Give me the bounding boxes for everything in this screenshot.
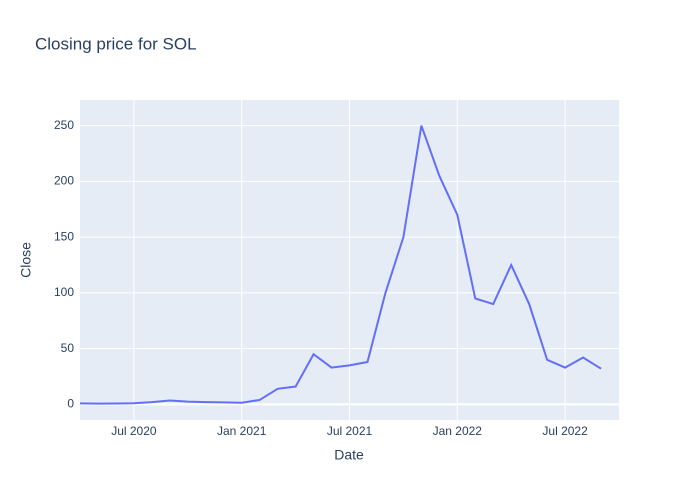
price-line [79,125,602,405]
y-tick-label: 150 [54,229,74,243]
x-axis-title: Date [334,447,364,463]
y-tick-label: 0 [67,397,74,411]
y-tick-label: 100 [54,285,74,299]
y-tick-label: 200 [54,174,74,188]
y-axis-title: Close [18,242,34,278]
y-tick-label: 250 [54,118,74,132]
x-tick-label: Jan 2021 [217,424,267,438]
y-tick-label: 50 [61,341,75,355]
chart-title: Closing price for SOL [35,34,197,53]
x-tick-label: Jan 2022 [433,424,483,438]
x-tick-label: Jul 2020 [111,424,157,438]
x-tick-label: Jul 2021 [327,424,373,438]
x-tick-label: Jul 2022 [542,424,588,438]
